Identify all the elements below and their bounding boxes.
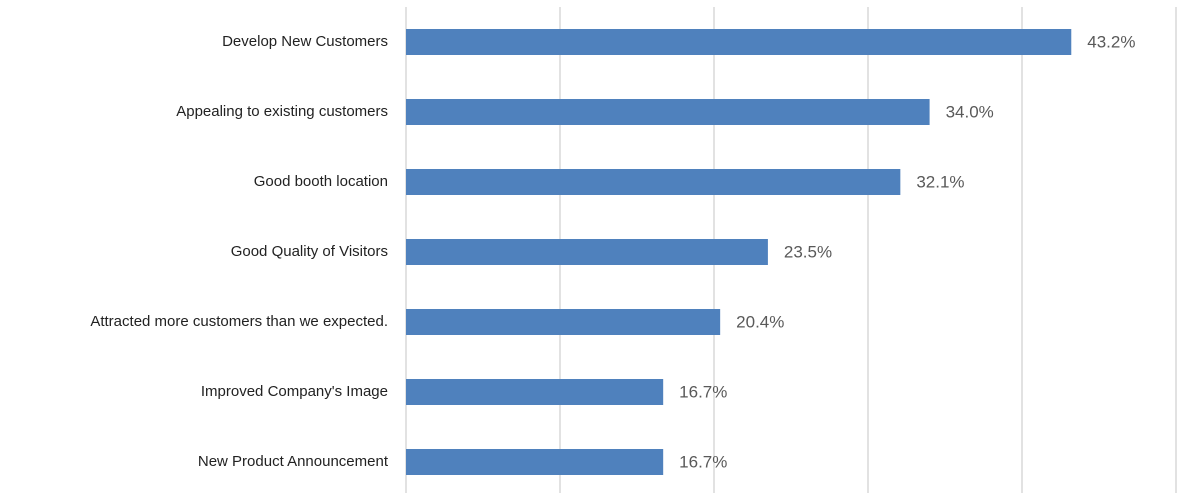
bar [406, 379, 664, 405]
value-label: 20.4% [736, 312, 784, 331]
value-label: 32.1% [916, 172, 964, 191]
category-label: Appealing to existing customers [176, 103, 388, 120]
bar [406, 449, 664, 475]
value-label: 34.0% [946, 102, 994, 121]
category-label: Good Quality of Visitors [231, 243, 388, 260]
value-label: 23.5% [784, 242, 832, 261]
bar [406, 99, 930, 125]
bar [406, 29, 1072, 55]
category-label: New Product Announcement [198, 453, 389, 470]
category-label: Good booth location [254, 173, 388, 190]
category-label: Develop New Customers [222, 33, 388, 50]
category-label: Attracted more customers than we expecte… [90, 313, 388, 330]
category-label: Improved Company's Image [201, 383, 388, 400]
bar [406, 309, 721, 335]
value-label: 16.7% [679, 382, 727, 401]
value-label: 43.2% [1087, 32, 1135, 51]
bar [406, 239, 768, 265]
value-label: 16.7% [679, 452, 727, 471]
bar [406, 169, 901, 195]
